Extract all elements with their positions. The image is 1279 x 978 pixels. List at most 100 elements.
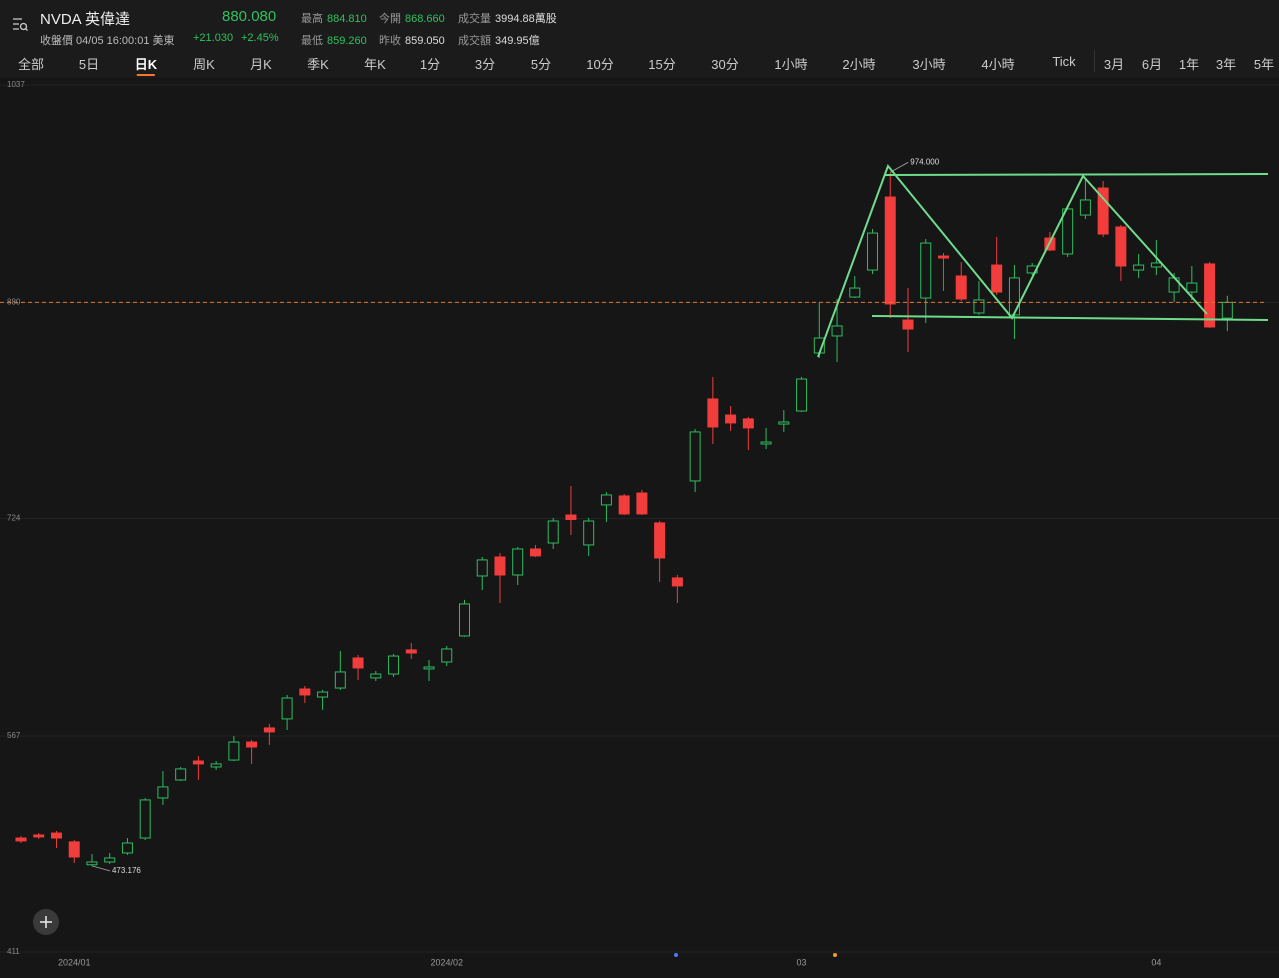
tab[interactable]: 年K	[364, 57, 386, 72]
stat-label: 昨收	[379, 35, 401, 47]
event-dot[interactable]	[674, 953, 678, 957]
x-tick-label: 2024/01	[58, 957, 91, 967]
stat-value: 349.95億	[495, 35, 540, 47]
candle-body	[1079, 199, 1091, 216]
stat-label: 最高	[301, 13, 323, 25]
candle-body	[849, 287, 861, 298]
tab[interactable]: 全部	[17, 57, 45, 72]
candle-body	[139, 799, 151, 839]
tab[interactable]: 5日	[78, 57, 100, 72]
candle-body	[796, 378, 808, 412]
menu-icon[interactable]	[12, 16, 28, 32]
stat-value: 3994.88萬股	[495, 13, 557, 25]
stat-value: 884.810	[327, 13, 367, 25]
tab[interactable]: 1年	[1178, 57, 1200, 72]
tab[interactable]: 15分	[648, 57, 676, 72]
tab[interactable]: 5年	[1253, 57, 1275, 72]
tab[interactable]: 6月	[1141, 57, 1163, 72]
candle-body	[1097, 187, 1109, 235]
tab[interactable]: 10分	[586, 57, 614, 72]
candle-body	[86, 861, 98, 866]
candle-body	[1062, 208, 1074, 255]
change-pct: +2.45%	[241, 32, 279, 44]
candle-body	[991, 264, 1003, 293]
trend-drawings	[817, 164, 1269, 358]
add-button[interactable]	[33, 909, 59, 935]
candle-body	[192, 760, 204, 765]
event-dot[interactable]	[833, 953, 837, 957]
tab[interactable]: 月K	[250, 57, 272, 72]
stat-value: 859.050	[405, 35, 445, 47]
candle-body	[299, 688, 311, 696]
candle-body	[884, 196, 896, 305]
stat-value: 859.260	[327, 35, 367, 47]
candle-body	[1186, 282, 1198, 293]
candle-body	[512, 548, 524, 576]
annotation-leader	[890, 161, 909, 173]
annotation-label: 974.000	[910, 157, 939, 166]
candle-body	[175, 768, 187, 781]
candle-body	[459, 603, 470, 637]
candle-body	[388, 655, 400, 675]
candle-body	[547, 520, 559, 544]
tab[interactable]: 日K	[135, 54, 157, 76]
candle-body	[15, 837, 27, 842]
candle-body	[831, 325, 843, 337]
candle-body	[671, 577, 683, 587]
annotation-label: 473.176	[112, 866, 141, 875]
tab[interactable]: 30分	[711, 57, 739, 72]
candle-body	[334, 671, 346, 689]
stat-label: 最低	[301, 35, 323, 47]
tab[interactable]: 季K	[307, 57, 329, 72]
stat: 今開 868.660	[379, 10, 445, 26]
tab[interactable]: 2小時	[842, 57, 876, 72]
candle-body	[760, 441, 772, 445]
candle-body	[281, 697, 293, 720]
candle-body	[104, 857, 116, 863]
plot: 411 567 724 880 1037 2024/01 2024/02 03 04 974.00…	[0, 80, 1279, 967]
tab[interactable]: 4小時	[981, 57, 1015, 72]
candle-body	[1133, 264, 1145, 271]
candle-body	[352, 657, 364, 669]
tab[interactable]: 3年	[1215, 57, 1237, 72]
separator	[1094, 50, 1095, 72]
tab[interactable]: 1小時	[774, 57, 808, 72]
candle-body	[689, 431, 701, 482]
y-tick-label: 411	[7, 947, 20, 956]
candle-body	[600, 494, 612, 506]
candle-body	[618, 495, 630, 515]
candle-body	[937, 255, 949, 259]
stat-value: 868.660	[405, 13, 445, 25]
y-tick-label: 567	[7, 731, 21, 740]
tab[interactable]: Tick	[1052, 54, 1076, 69]
candle-body	[742, 418, 754, 429]
candle-body	[157, 786, 169, 799]
stat: 成交額 349.95億	[458, 32, 540, 48]
tab[interactable]: 5分	[530, 57, 552, 72]
candle-body	[50, 832, 62, 839]
candle-body	[973, 299, 985, 314]
candle-body	[654, 522, 666, 559]
candle-body	[494, 556, 506, 576]
candle-body	[636, 492, 648, 515]
stat: 昨收 859.050	[379, 32, 445, 48]
candle-body	[263, 727, 275, 733]
candle-body	[121, 842, 133, 854]
close-time: 收盤價 04/05 16:00:01 美東	[40, 35, 175, 47]
candle-body	[955, 275, 967, 300]
candle-body	[210, 763, 222, 768]
tab[interactable]: 周K	[193, 57, 215, 72]
y-tick-label: 724	[7, 514, 21, 523]
tab[interactable]: 3月	[1103, 57, 1125, 72]
stat: 成交量 3994.88萬股	[458, 10, 557, 26]
candle-body	[68, 841, 80, 858]
tab[interactable]: 3分	[474, 57, 496, 72]
tab[interactable]: 3小時	[912, 57, 946, 72]
stat: 最高 884.810	[301, 10, 367, 26]
x-tick-label: 03	[797, 957, 807, 967]
annotation-leader	[91, 865, 111, 872]
tab[interactable]: 1分	[419, 57, 441, 72]
x-tick-label: 04	[1151, 957, 1161, 967]
